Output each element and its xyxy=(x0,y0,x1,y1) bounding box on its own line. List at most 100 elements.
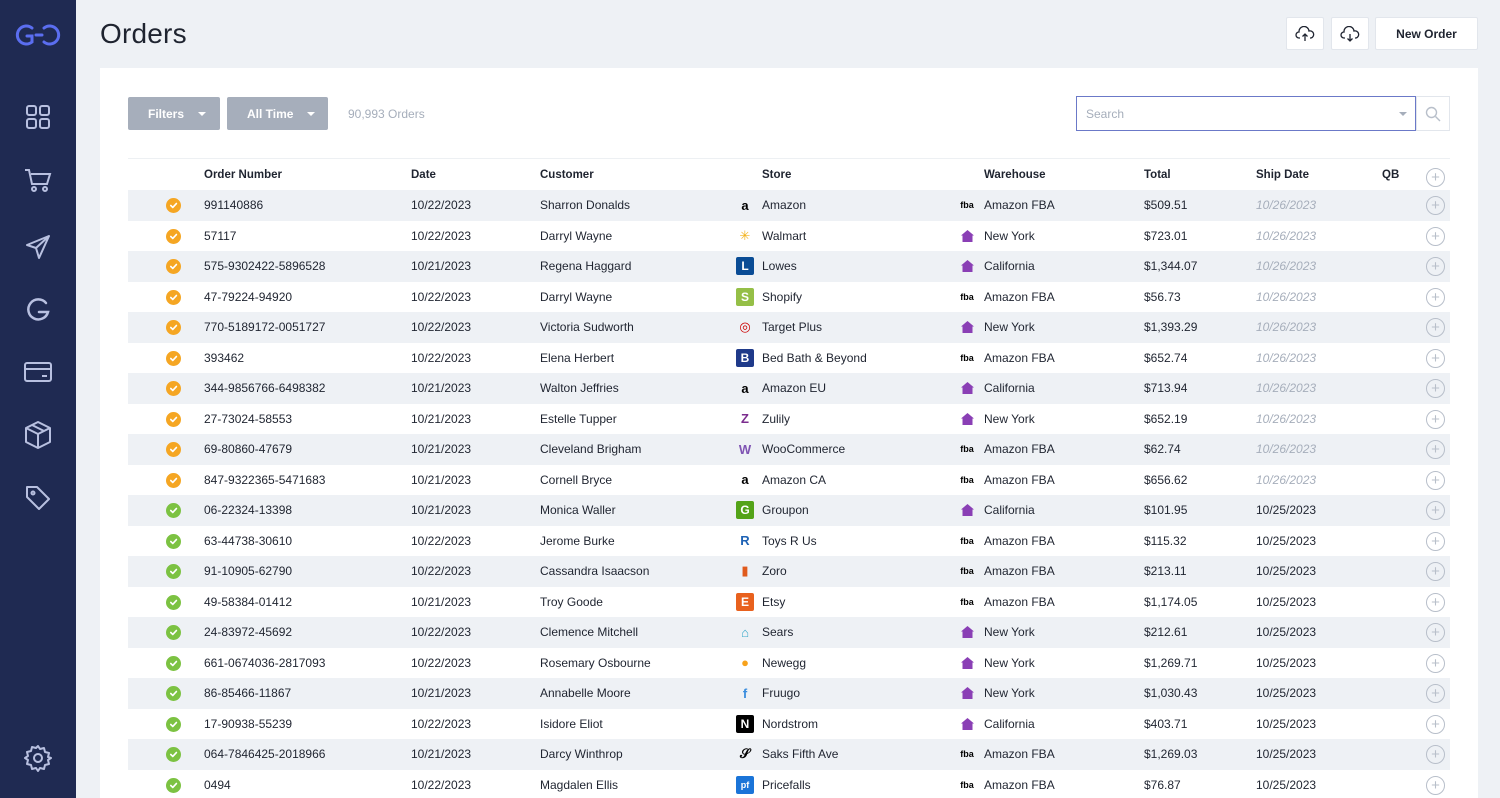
order-number[interactable]: 575-9302422-5896528 xyxy=(204,259,326,273)
settings-gear-icon[interactable] xyxy=(20,740,56,776)
column-header-order-number[interactable]: Order Number xyxy=(204,169,282,181)
g-integration-icon[interactable] xyxy=(20,292,56,328)
search-button[interactable] xyxy=(1416,96,1450,131)
table-row[interactable]: 63-44738-30610 10/22/2023 Jerome Burke R… xyxy=(128,526,1450,557)
table-row[interactable]: 49-58384-01412 10/21/2023 Troy Goode E E… xyxy=(128,587,1450,618)
add-to-quickbooks-button[interactable]: + xyxy=(1426,440,1445,459)
customer-name: Victoria Sudworth xyxy=(540,320,634,334)
add-to-quickbooks-button[interactable]: + xyxy=(1426,531,1445,551)
package-icon[interactable] xyxy=(20,417,56,453)
add-to-quickbooks-button[interactable]: + xyxy=(1426,409,1445,429)
add-to-quickbooks-button[interactable]: + xyxy=(1426,257,1445,276)
table-row[interactable]: 064-7846425-2018966 10/21/2023 Darcy Win… xyxy=(128,739,1450,770)
table-row[interactable]: 661-0674036-2817093 10/22/2023 Rosemary … xyxy=(128,648,1450,679)
add-to-quickbooks-button[interactable]: + xyxy=(1426,623,1445,642)
add-to-quickbooks-button[interactable]: + xyxy=(1426,196,1445,215)
pending-status-icon xyxy=(166,259,181,274)
page-title: Orders xyxy=(100,18,187,49)
column-header-ship-date[interactable]: Ship Date xyxy=(1256,169,1310,181)
column-header-total[interactable]: Total xyxy=(1144,169,1171,181)
filters-dropdown[interactable]: Filters xyxy=(128,97,220,130)
table-row[interactable]: 0494 10/22/2023 Magdalen Ellis pf Pricef… xyxy=(128,770,1450,798)
column-header-date[interactable]: Date xyxy=(411,169,436,181)
shipped-status-icon xyxy=(166,686,181,701)
order-number[interactable]: 91-10905-62790 xyxy=(204,564,293,578)
brand-logo-icon[interactable] xyxy=(14,20,62,50)
order-date: 10/22/2023 xyxy=(411,655,472,670)
add-to-quickbooks-button[interactable]: + xyxy=(1426,226,1445,246)
search-input[interactable] xyxy=(1077,97,1415,130)
table-row[interactable]: 847-9322365-5471683 10/21/2023 Cornell B… xyxy=(128,465,1450,496)
add-to-quickbooks-button[interactable]: + xyxy=(1426,562,1445,581)
table-row[interactable]: 24-83972-45692 10/22/2023 Clemence Mitch… xyxy=(128,617,1450,648)
add-to-quickbooks-button[interactable]: + xyxy=(1426,348,1445,368)
table-row[interactable]: 06-22324-13398 10/21/2023 Monica Waller … xyxy=(128,495,1450,526)
add-to-quickbooks-button[interactable]: + xyxy=(1426,714,1445,734)
upload-button[interactable] xyxy=(1286,17,1324,50)
table-row[interactable]: 86-85466-11867 10/21/2023 Annabelle Moor… xyxy=(128,678,1450,709)
add-to-quickbooks-button[interactable]: + xyxy=(1426,653,1445,673)
table-row[interactable]: 69-80860-47679 10/21/2023 Cleveland Brig… xyxy=(128,434,1450,465)
add-to-quickbooks-button[interactable]: + xyxy=(1426,592,1445,612)
chevron-down-icon[interactable] xyxy=(1399,112,1407,116)
order-number[interactable]: 393462 xyxy=(204,350,245,365)
order-number[interactable]: 991140886 xyxy=(204,198,264,212)
add-to-quickbooks-button[interactable]: + xyxy=(1426,470,1445,490)
table-row[interactable]: 47-79224-94920 10/22/2023 Darryl Wayne S… xyxy=(128,282,1450,313)
saks-icon: 𝒮 xyxy=(739,746,751,761)
add-to-quickbooks-button[interactable]: + xyxy=(1426,379,1445,398)
column-header-store[interactable]: Store xyxy=(762,169,792,181)
store-name: Zoro xyxy=(762,564,787,578)
order-number[interactable]: 0494 xyxy=(204,777,231,792)
cart-icon[interactable] xyxy=(20,162,56,198)
order-number[interactable]: 847-9322365-5471683 xyxy=(204,472,326,487)
order-number[interactable]: 661-0674036-2817093 xyxy=(204,655,326,670)
pending-status-icon xyxy=(166,472,181,488)
add-to-quickbooks-button[interactable]: + xyxy=(1426,745,1445,764)
order-number[interactable]: 49-58384-01412 xyxy=(204,594,293,609)
order-date: 10/22/2023 xyxy=(411,320,472,334)
add-to-quickbooks-button[interactable]: + xyxy=(1426,775,1445,795)
order-number[interactable]: 770-5189172-0051727 xyxy=(204,320,326,334)
table-row[interactable]: 27-73024-58553 10/21/2023 Estelle Tupper… xyxy=(128,404,1450,435)
add-to-quickbooks-button[interactable]: + xyxy=(1426,318,1445,337)
add-to-quickbooks-button[interactable]: + xyxy=(1426,684,1445,703)
order-number[interactable]: 86-85466-11867 xyxy=(204,686,292,700)
order-number[interactable]: 57117 xyxy=(204,228,237,243)
send-icon[interactable] xyxy=(20,229,56,265)
order-number[interactable]: 63-44738-30610 xyxy=(204,533,293,548)
add-to-quickbooks-button[interactable]: + xyxy=(1426,501,1445,520)
column-header-customer[interactable]: Customer xyxy=(540,169,594,181)
order-number[interactable]: 17-90938-55239 xyxy=(204,716,293,731)
order-number[interactable]: 27-73024-58553 xyxy=(204,411,293,426)
add-to-quickbooks-button[interactable]: + xyxy=(1426,287,1445,307)
table-row[interactable]: 91-10905-62790 10/22/2023 Cassandra Isaa… xyxy=(128,556,1450,587)
add-column-button[interactable]: + xyxy=(1426,168,1445,187)
column-header-qb[interactable]: QB xyxy=(1382,169,1400,181)
order-number[interactable]: 69-80860-47679 xyxy=(204,442,293,456)
new-order-button[interactable]: New Order xyxy=(1375,17,1478,50)
download-button[interactable] xyxy=(1331,17,1369,50)
order-number[interactable]: 06-22324-13398 xyxy=(204,503,293,517)
table-row[interactable]: 57117 10/22/2023 Darryl Wayne ✳ Walmart … xyxy=(128,221,1450,252)
order-number[interactable]: 344-9856766-6498382 xyxy=(204,381,326,395)
table-row[interactable]: 991140886 10/22/2023 Sharron Donalds a A… xyxy=(128,190,1450,221)
warehouse-name: Amazon FBA xyxy=(984,777,1055,792)
table-row[interactable]: 393462 10/22/2023 Elena Herbert B Bed Ba… xyxy=(128,343,1450,374)
order-number[interactable]: 47-79224-94920 xyxy=(204,289,293,304)
order-number[interactable]: 24-83972-45692 xyxy=(204,625,293,639)
filters-label: Filters xyxy=(148,106,185,121)
order-date: 10/21/2023 xyxy=(411,594,472,609)
column-header-warehouse[interactable]: Warehouse xyxy=(984,169,1046,181)
tag-icon[interactable] xyxy=(20,480,56,516)
table-row[interactable]: 17-90938-55239 10/22/2023 Isidore Eliot … xyxy=(128,709,1450,740)
billing-card-icon[interactable] xyxy=(20,354,56,390)
time-range-dropdown[interactable]: All Time xyxy=(227,97,328,130)
order-number[interactable]: 064-7846425-2018966 xyxy=(204,747,326,761)
table-row[interactable]: 770-5189172-0051727 10/22/2023 Victoria … xyxy=(128,312,1450,343)
pending-status-icon xyxy=(166,381,181,396)
dashboard-icon[interactable] xyxy=(20,99,56,135)
fba-icon: fba xyxy=(960,291,974,302)
table-row[interactable]: 344-9856766-6498382 10/21/2023 Walton Je… xyxy=(128,373,1450,404)
table-row[interactable]: 575-9302422-5896528 10/21/2023 Regena Ha… xyxy=(128,251,1450,282)
